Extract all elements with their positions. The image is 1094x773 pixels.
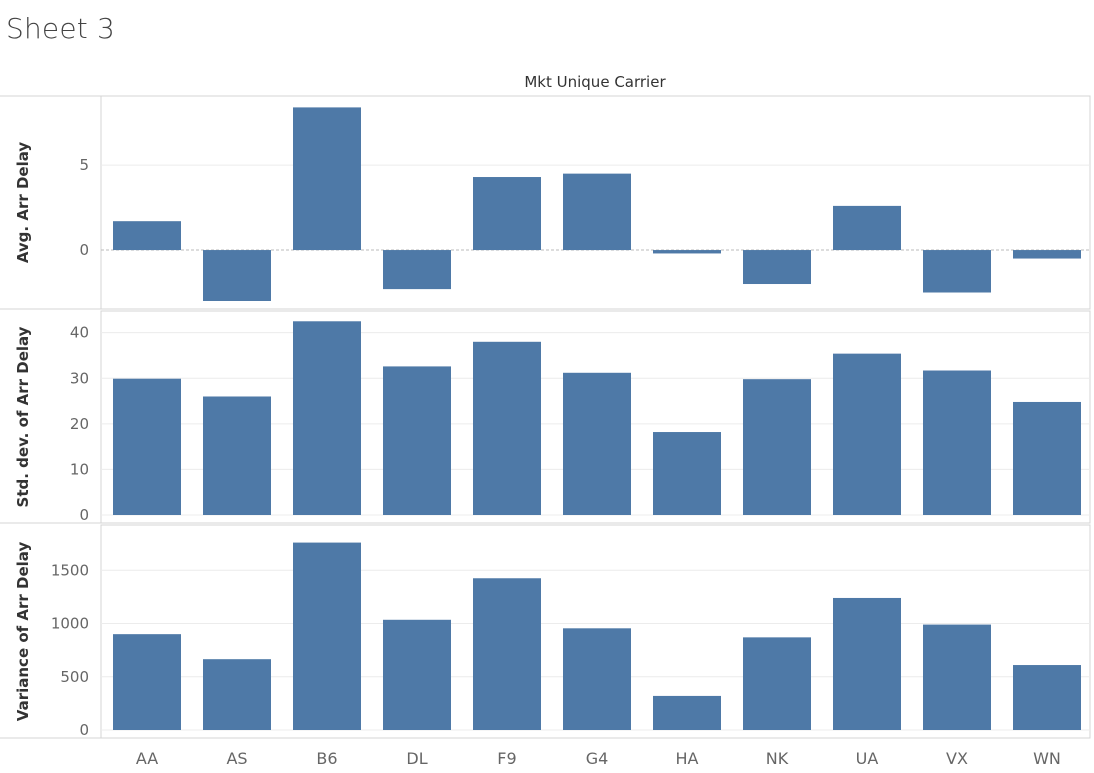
- category-label-as: AS: [226, 749, 247, 768]
- bar-nk[interactable]: [743, 637, 811, 730]
- y-axis-title: Variance of Arr Delay: [14, 542, 32, 722]
- bar-vx[interactable]: [923, 624, 991, 730]
- bar-dl[interactable]: [383, 250, 451, 290]
- y-tick-label: 5: [79, 156, 89, 174]
- y-tick-label: 0: [79, 241, 89, 259]
- panes-layer: 0 5 Avg. Arr Delay 0 10 20 30 40 Std. dev. of Ar…: [0, 95, 1091, 739]
- column-header-layer: Mkt Unique Carrier: [524, 73, 666, 91]
- y-tick-label: 30: [70, 369, 89, 387]
- bar-f9[interactable]: [473, 177, 541, 251]
- y-tick-label: 40: [70, 324, 89, 342]
- bar-ua[interactable]: [833, 205, 901, 251]
- pane-frame: [100, 310, 1091, 524]
- category-label-dl: DL: [406, 749, 427, 768]
- bar-dl[interactable]: [383, 366, 451, 515]
- y-tick-label: 0: [79, 506, 89, 524]
- bar-ha[interactable]: [653, 432, 721, 515]
- bar-aa[interactable]: [113, 634, 181, 730]
- bar-ua[interactable]: [833, 597, 901, 730]
- bar-aa[interactable]: [113, 221, 181, 251]
- category-label-wn: WN: [1033, 749, 1061, 768]
- category-label-ha: HA: [676, 749, 699, 768]
- category-axis: AA AS B6 DL F9 G4 HA NK UA VX WN: [136, 749, 1061, 768]
- bar-nk[interactable]: [743, 250, 811, 285]
- bar-as[interactable]: [203, 250, 271, 301]
- bar-dl[interactable]: [383, 619, 451, 730]
- bar-b6[interactable]: [293, 542, 361, 730]
- pane-frame: [100, 95, 1091, 310]
- bar-vx[interactable]: [923, 370, 991, 515]
- bar-wn[interactable]: [1013, 250, 1081, 259]
- bar-b6[interactable]: [293, 107, 361, 251]
- category-label-aa: AA: [136, 749, 158, 768]
- column-header: Mkt Unique Carrier: [524, 73, 666, 91]
- bar-g4[interactable]: [563, 372, 631, 515]
- y-tick-label: 1500: [51, 561, 89, 579]
- category-label-b6: B6: [316, 749, 337, 768]
- pane-1: 0 5 Avg. Arr Delay: [14, 95, 1091, 310]
- bar-wn[interactable]: [1013, 401, 1081, 515]
- category-label-ua: UA: [856, 749, 879, 768]
- pane-2: 0 10 20 30 40 Std. dev. of Arr Delay: [14, 310, 1091, 524]
- bar-as[interactable]: [203, 396, 271, 515]
- category-label-f9: F9: [497, 749, 516, 768]
- bar-as[interactable]: [203, 659, 271, 730]
- bar-ha[interactable]: [653, 695, 721, 730]
- bar-nk[interactable]: [743, 379, 811, 515]
- pane-3: 0 500 1000 1500 Variance of Arr Delay: [14, 524, 1091, 739]
- bar-aa[interactable]: [113, 378, 181, 515]
- y-axis-title: Std. dev. of Arr Delay: [14, 326, 32, 507]
- bar-wn[interactable]: [1013, 665, 1081, 730]
- y-axis-title: Avg. Arr Delay: [14, 142, 32, 264]
- bar-ua[interactable]: [833, 353, 901, 515]
- bar-g4[interactable]: [563, 628, 631, 730]
- bar-ha[interactable]: [653, 250, 721, 254]
- pane-frame: [100, 524, 1091, 739]
- category-label-g4: G4: [586, 749, 609, 768]
- bar-vx[interactable]: [923, 250, 991, 293]
- bar-b6[interactable]: [293, 321, 361, 515]
- sheet-title: Sheet 3: [6, 12, 116, 45]
- y-tick-label: 10: [70, 460, 89, 478]
- bar-f9[interactable]: [473, 341, 541, 515]
- category-label-nk: NK: [766, 749, 789, 768]
- y-tick-label: 20: [70, 415, 89, 433]
- bar-f9[interactable]: [473, 578, 541, 730]
- y-tick-label: 1000: [51, 615, 89, 633]
- y-tick-label: 0: [79, 721, 89, 739]
- bar-g4[interactable]: [563, 173, 631, 251]
- category-label-vx: VX: [946, 749, 968, 768]
- y-tick-label: 500: [60, 668, 89, 686]
